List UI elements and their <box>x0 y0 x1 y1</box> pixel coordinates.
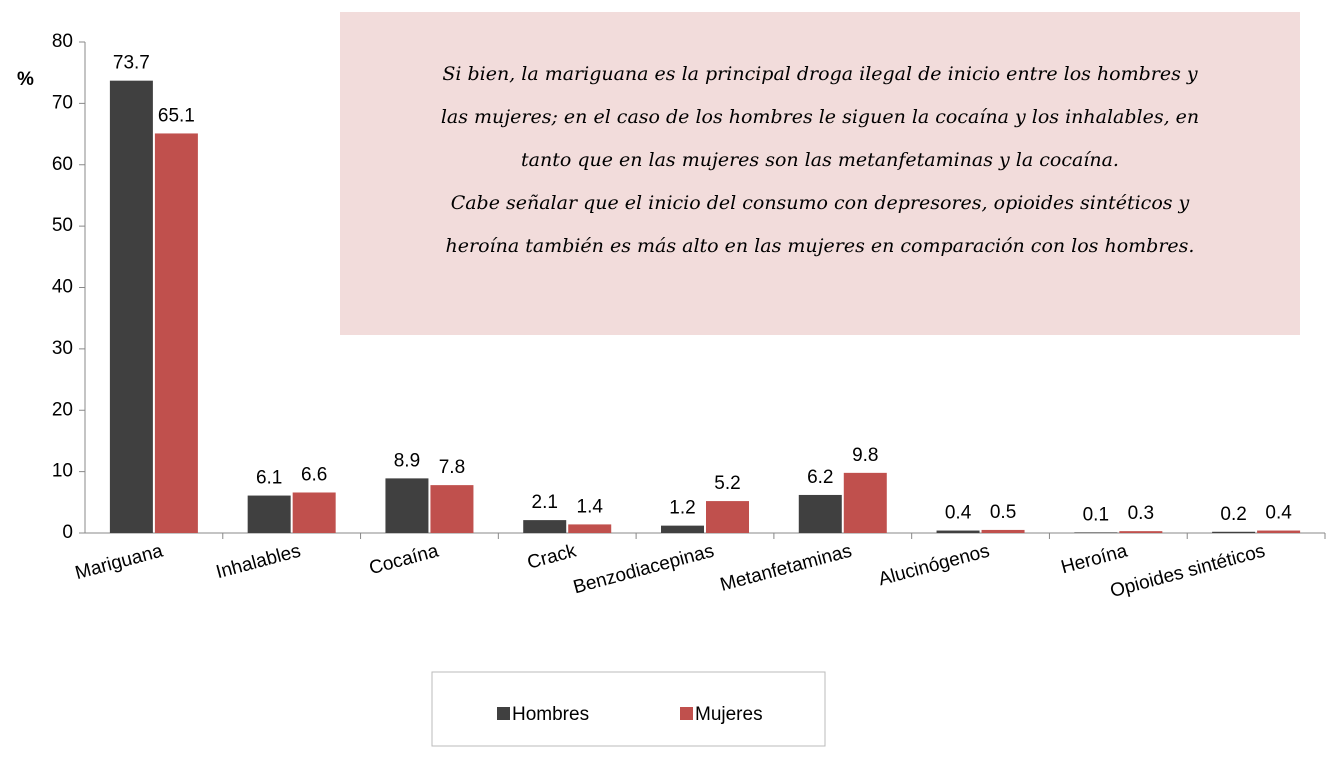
x-tick-label: Inhalables <box>214 541 303 584</box>
value-label: 73.7 <box>113 53 150 74</box>
value-label: 8.9 <box>394 450 420 471</box>
value-label: 7.8 <box>439 457 465 478</box>
value-label: 0.2 <box>1220 504 1246 525</box>
value-label: 2.1 <box>532 492 558 513</box>
bar <box>1119 531 1163 533</box>
bar <box>843 472 887 533</box>
bar <box>798 494 842 533</box>
annotation-line: las mujeres; en el caso de los hombres l… <box>441 106 1199 128</box>
value-label: 0.3 <box>1128 503 1154 524</box>
legend-label: Hombres <box>512 704 589 725</box>
annotation-line: heroína también es más alto en las mujer… <box>446 235 1195 257</box>
value-label: 0.1 <box>1083 504 1109 525</box>
y-tick-label: 60 <box>52 154 73 175</box>
value-label: 0.4 <box>945 503 972 524</box>
value-label: 6.1 <box>256 468 282 489</box>
y-tick-label: 0 <box>62 522 73 543</box>
bar <box>661 525 704 533</box>
x-tick-label: Cocaína <box>367 540 441 579</box>
y-tick-label: 50 <box>52 215 73 236</box>
legend-swatch <box>497 707 510 720</box>
x-tick-label: Opioides sintéticos <box>1108 541 1267 603</box>
x-tick-label: Benzodiacepinas <box>571 541 716 599</box>
value-label: 0.5 <box>990 502 1016 523</box>
bar <box>981 529 1025 533</box>
y-tick-label: 30 <box>52 338 73 359</box>
x-tick-label: Mariguana <box>73 540 166 584</box>
value-label: 6.6 <box>301 464 327 485</box>
value-label: 1.2 <box>669 498 695 519</box>
bar <box>936 530 980 533</box>
bar <box>1257 530 1301 533</box>
bar <box>247 495 291 533</box>
x-tick-label: Alucinógenos <box>876 541 992 591</box>
bar <box>430 485 474 533</box>
bar <box>1074 532 1118 533</box>
y-axis-label: % <box>17 69 34 90</box>
value-label: 65.1 <box>158 105 195 126</box>
bar <box>706 501 749 533</box>
y-tick-label: 70 <box>52 92 73 113</box>
bar <box>568 524 612 533</box>
legend-box <box>431 671 826 747</box>
annotation-box <box>340 12 1300 335</box>
bar <box>1212 531 1256 533</box>
x-tick-label: Metanfetaminas <box>718 541 854 596</box>
bar <box>385 478 429 533</box>
annotation-line: Si bien, la mariguana es la principal dr… <box>442 63 1198 85</box>
y-tick-label: 40 <box>52 277 73 298</box>
legend-swatch <box>680 707 693 720</box>
annotation-line: tanto que en las mujeres son las metanfe… <box>521 149 1119 171</box>
value-label: 9.8 <box>852 445 878 466</box>
y-tick-label: 10 <box>52 461 73 482</box>
y-tick-label: 80 <box>52 31 73 52</box>
value-label: 6.2 <box>807 467 833 488</box>
bar <box>523 520 567 533</box>
y-tick-label: 20 <box>52 399 73 420</box>
x-tick-label: Crack <box>525 540 579 573</box>
value-label: 5.2 <box>714 473 740 494</box>
legend-label: Mujeres <box>695 704 763 725</box>
value-label: 0.4 <box>1265 503 1292 524</box>
value-label: 1.4 <box>577 496 604 517</box>
x-tick-label: Heroína <box>1059 540 1130 578</box>
bar <box>154 133 198 534</box>
bar <box>109 80 153 533</box>
annotation-line: Cabe señalar que el inicio del consumo c… <box>451 192 1190 214</box>
bar <box>292 492 336 533</box>
